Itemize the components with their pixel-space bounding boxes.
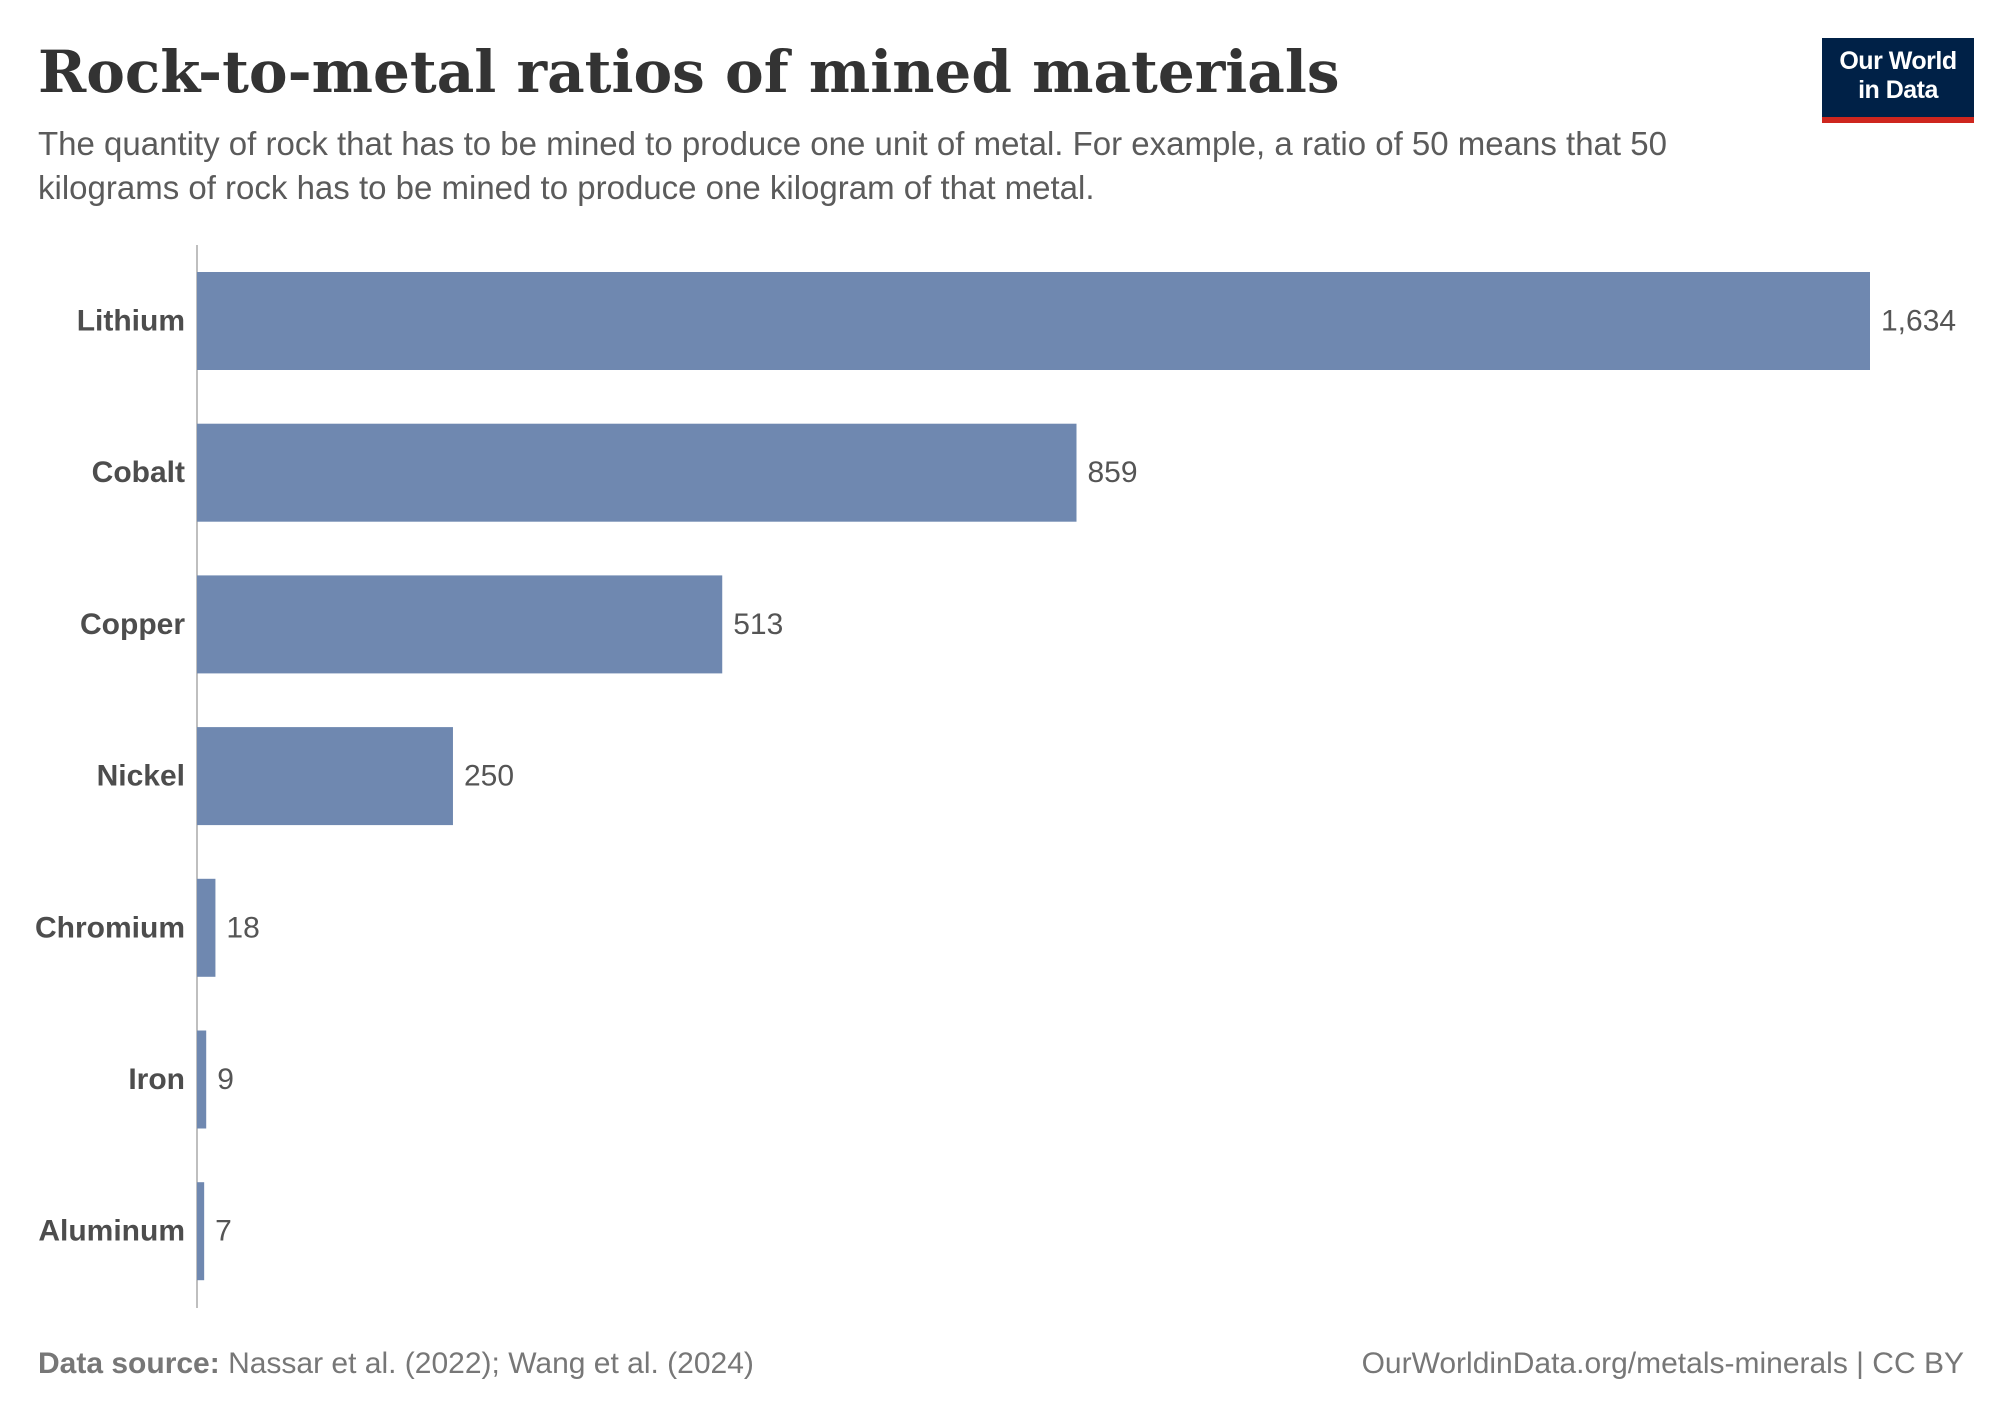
source-url-link[interactable]: OurWorldinData.org/metals-minerals | CC …	[1361, 1347, 1964, 1380]
value-label-aluminum: 7	[215, 1215, 232, 1248]
category-label-chromium: Chromium	[35, 911, 185, 944]
category-label-aluminum: Aluminum	[38, 1215, 185, 1248]
value-label-lithium: 1,634	[1881, 305, 1956, 338]
value-label-cobalt: 859	[1088, 456, 1138, 489]
value-label-nickel: 250	[464, 760, 514, 793]
value-label-chromium: 18	[226, 911, 259, 944]
logo-accent-bar	[1822, 117, 1974, 123]
category-label-cobalt: Cobalt	[92, 456, 185, 489]
category-label-nickel: Nickel	[97, 760, 185, 793]
bar-chromium[interactable]	[197, 878, 216, 977]
bar-cobalt[interactable]	[197, 423, 1077, 522]
bar-copper[interactable]	[197, 575, 723, 674]
bar-aluminum[interactable]	[197, 1182, 205, 1281]
data-source-label: Data source:	[38, 1347, 220, 1380]
chart-subtitle: The quantity of rock that has to be mine…	[38, 125, 1667, 206]
category-label-lithium: Lithium	[77, 305, 185, 338]
category-label-iron: Iron	[128, 1063, 185, 1096]
logo-line-2: in Data	[1858, 76, 1938, 104]
data-source-text: Nassar et al. (2022); Wang et al. (2024)	[219, 1347, 754, 1380]
bar-nickel[interactable]	[197, 727, 453, 826]
logo-line-1: Our World	[1839, 47, 1957, 75]
value-label-iron: 9	[217, 1063, 234, 1096]
owid-logo[interactable]: Our World in Data	[1822, 38, 1974, 123]
value-label-copper: 513	[733, 608, 783, 641]
chart-title: Rock-to-metal ratios of mined materials	[38, 38, 1340, 106]
bar-lithium[interactable]	[197, 272, 1870, 370]
bar-iron[interactable]	[197, 1030, 207, 1129]
data-source: Data source: Nassar et al. (2022); Wang …	[38, 1344, 754, 1384]
category-label-copper: Copper	[80, 608, 185, 641]
